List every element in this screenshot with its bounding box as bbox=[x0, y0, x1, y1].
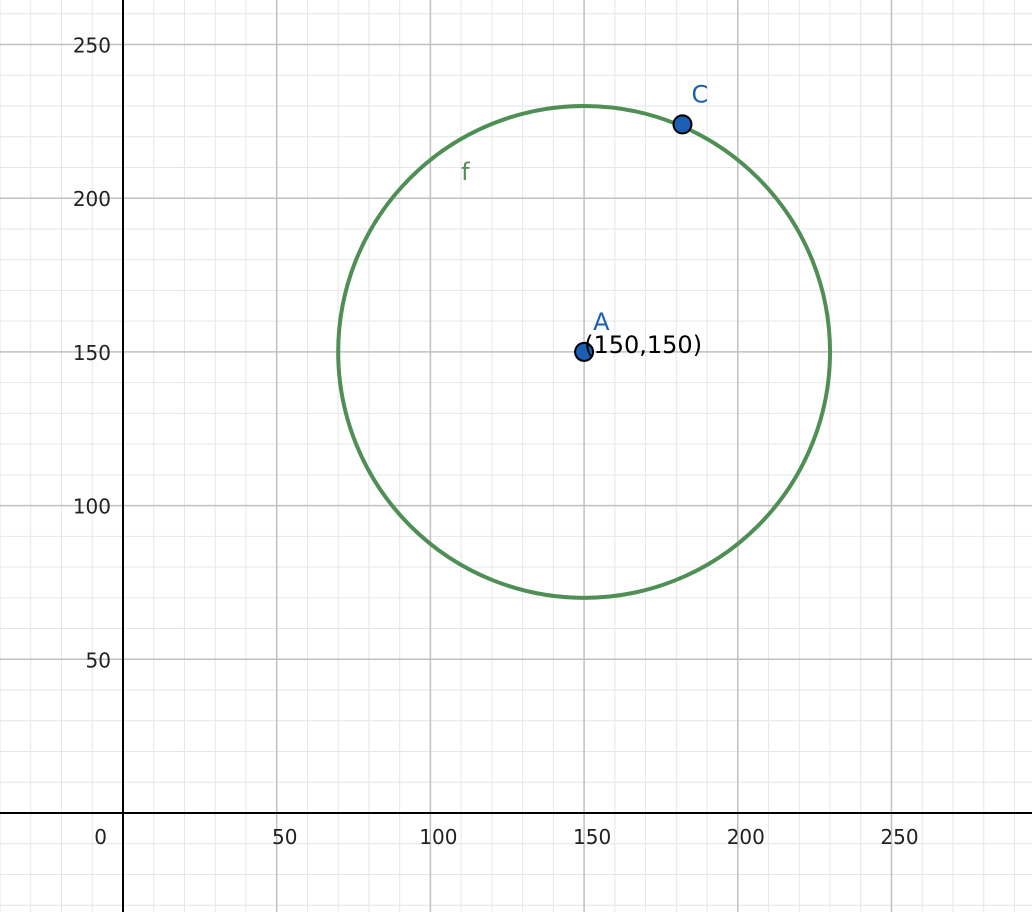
x-tick-label: 100 bbox=[419, 825, 457, 849]
x-tick-label: 150 bbox=[573, 825, 611, 849]
x-tick-label: 250 bbox=[880, 825, 918, 849]
point-A[interactable] bbox=[574, 341, 595, 362]
point-label: C bbox=[691, 80, 708, 108]
x-tick-label: 200 bbox=[727, 825, 765, 849]
y-tick-label: 50 bbox=[86, 648, 111, 672]
y-tick-label: 100 bbox=[73, 495, 111, 519]
y-tick-label: 150 bbox=[73, 341, 111, 365]
x-tick-label: 0 bbox=[94, 825, 107, 849]
circle-f[interactable] bbox=[336, 103, 833, 600]
y-tick-label: 250 bbox=[73, 34, 111, 58]
geometry-objects[interactable]: f A(150,150) C bbox=[336, 80, 833, 600]
y-tick-label: 200 bbox=[73, 187, 111, 211]
circle-label: f bbox=[461, 158, 470, 186]
point-caption: (150,150) bbox=[584, 331, 702, 359]
x-tick-label: 50 bbox=[272, 825, 297, 849]
tick-labels: 05010015020025030050100150200250 bbox=[73, 34, 919, 850]
point-C[interactable] bbox=[672, 114, 693, 135]
point-label: A bbox=[593, 308, 610, 336]
